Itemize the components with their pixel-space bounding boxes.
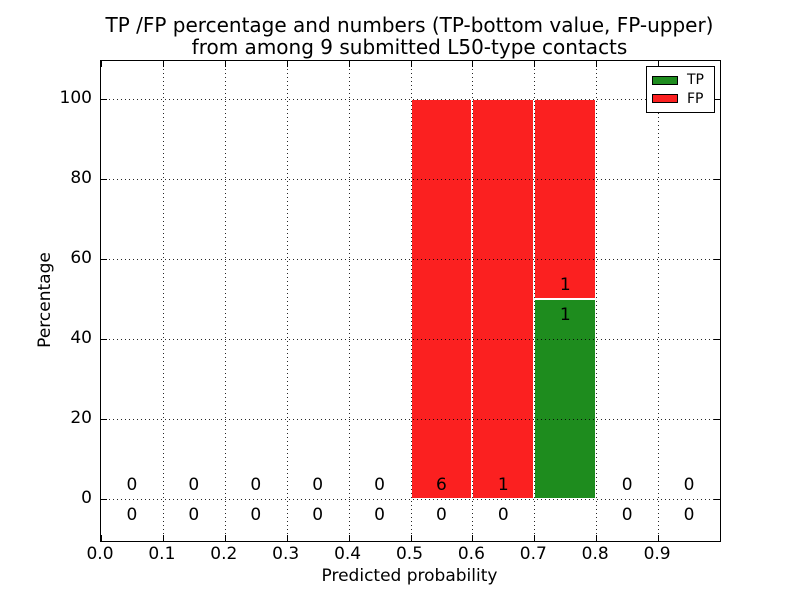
tick-mark (101, 99, 107, 100)
tp-count-label: 0 (312, 505, 324, 525)
tp-count-label: 0 (374, 505, 385, 525)
fp-count-label: 0 (621, 475, 633, 495)
tick-mark (534, 535, 536, 541)
legend: TP FP (646, 66, 715, 113)
legend-label: FP (687, 90, 704, 107)
tp-count-label: 0 (436, 505, 447, 525)
tp-count-label: 0 (621, 505, 633, 525)
x-tick-label: 0.6 (457, 544, 485, 564)
tick-mark (596, 535, 598, 541)
tick-mark (714, 179, 720, 180)
x-tick-label: 0.9 (643, 544, 671, 564)
tp-count-label: 0 (497, 505, 509, 525)
x-tick-label: 0.5 (395, 544, 424, 564)
tick-mark (162, 535, 164, 541)
fp-count-label: 1 (559, 275, 571, 295)
plot-area: 0 0 0 0 0 0 0 0 0 0 6 0 1 0 1 1 0 0 0 0 (100, 60, 721, 542)
tp-count-label: 0 (683, 505, 695, 525)
tick-mark (658, 535, 660, 541)
x-tick-label: 0.4 (334, 544, 362, 564)
tick-mark (286, 61, 288, 67)
tick-mark (410, 61, 412, 67)
gridline (472, 61, 474, 541)
fp-count-label: 1 (497, 475, 509, 495)
x-tick-label: 0.0 (86, 544, 114, 564)
x-tick-label: 0.1 (148, 544, 176, 564)
tick-mark (596, 61, 598, 67)
fp-count-label: 6 (436, 475, 447, 495)
tick-mark (101, 339, 107, 340)
bar-fp (534, 99, 597, 299)
y-tick-label: 0 (81, 488, 92, 508)
y-tick-label: 100 (59, 88, 92, 108)
legend-swatch-fp (652, 94, 678, 104)
fp-count-label: 0 (683, 475, 695, 495)
chart-title-line2: from among 9 submitted L50-type contacts (191, 35, 628, 59)
x-tick-label: 0.8 (581, 544, 609, 564)
tick-mark (714, 419, 720, 420)
tick-mark (714, 259, 720, 260)
y-tick-label: 40 (70, 328, 92, 348)
y-tick-label: 80 (70, 168, 92, 188)
tick-mark (101, 179, 107, 180)
tick-mark (101, 419, 107, 420)
tick-mark (410, 535, 412, 541)
tick-mark (714, 499, 720, 500)
legend-item: TP (652, 73, 709, 87)
tick-mark (714, 339, 720, 340)
tick-mark (224, 535, 226, 541)
tick-mark (534, 61, 536, 67)
tick-mark (101, 499, 107, 500)
gridline (534, 61, 536, 541)
chart-title-line1: TP /FP percentage and numbers (TP-bottom… (105, 13, 714, 37)
tick-mark (286, 535, 288, 541)
y-tick-label: 60 (70, 248, 92, 268)
bar-fp (410, 99, 473, 499)
x-axis-label: Predicted probability (321, 566, 498, 586)
tp-count-label: 0 (188, 505, 200, 525)
tick-mark (101, 535, 102, 541)
gridline (410, 61, 412, 541)
tick-mark (101, 61, 102, 67)
gridline (596, 61, 598, 541)
tick-mark (101, 259, 107, 260)
tick-mark (658, 61, 660, 67)
legend-swatch-tp (652, 75, 678, 85)
tick-mark (472, 535, 474, 541)
gridline (348, 61, 350, 541)
fp-count-label: 0 (126, 475, 138, 495)
fp-count-label: 0 (312, 475, 324, 495)
y-tick-label: 20 (70, 408, 92, 428)
tick-mark (224, 61, 226, 67)
x-tick-label: 0.7 (519, 544, 547, 564)
x-tick-label: 0.2 (210, 544, 238, 564)
tp-count-label: 0 (250, 505, 262, 525)
fp-count-label: 0 (374, 475, 385, 495)
tick-mark (714, 99, 720, 100)
tick-mark (348, 61, 350, 67)
tp-count-label: 1 (559, 305, 571, 325)
tick-mark (162, 61, 164, 67)
legend-label: TP (687, 72, 704, 89)
gridline (224, 61, 226, 541)
bar-tp (534, 299, 597, 499)
x-tick-label: 0.3 (272, 544, 300, 564)
gridline (286, 61, 288, 541)
tick-mark (472, 61, 474, 67)
tick-mark (348, 535, 350, 541)
gridline (658, 61, 660, 541)
fp-count-label: 0 (250, 475, 262, 495)
tp-count-label: 0 (126, 505, 138, 525)
fp-count-label: 0 (188, 475, 200, 495)
gridline (162, 61, 164, 541)
legend-item: FP (652, 92, 709, 106)
bar-fp (472, 99, 535, 499)
